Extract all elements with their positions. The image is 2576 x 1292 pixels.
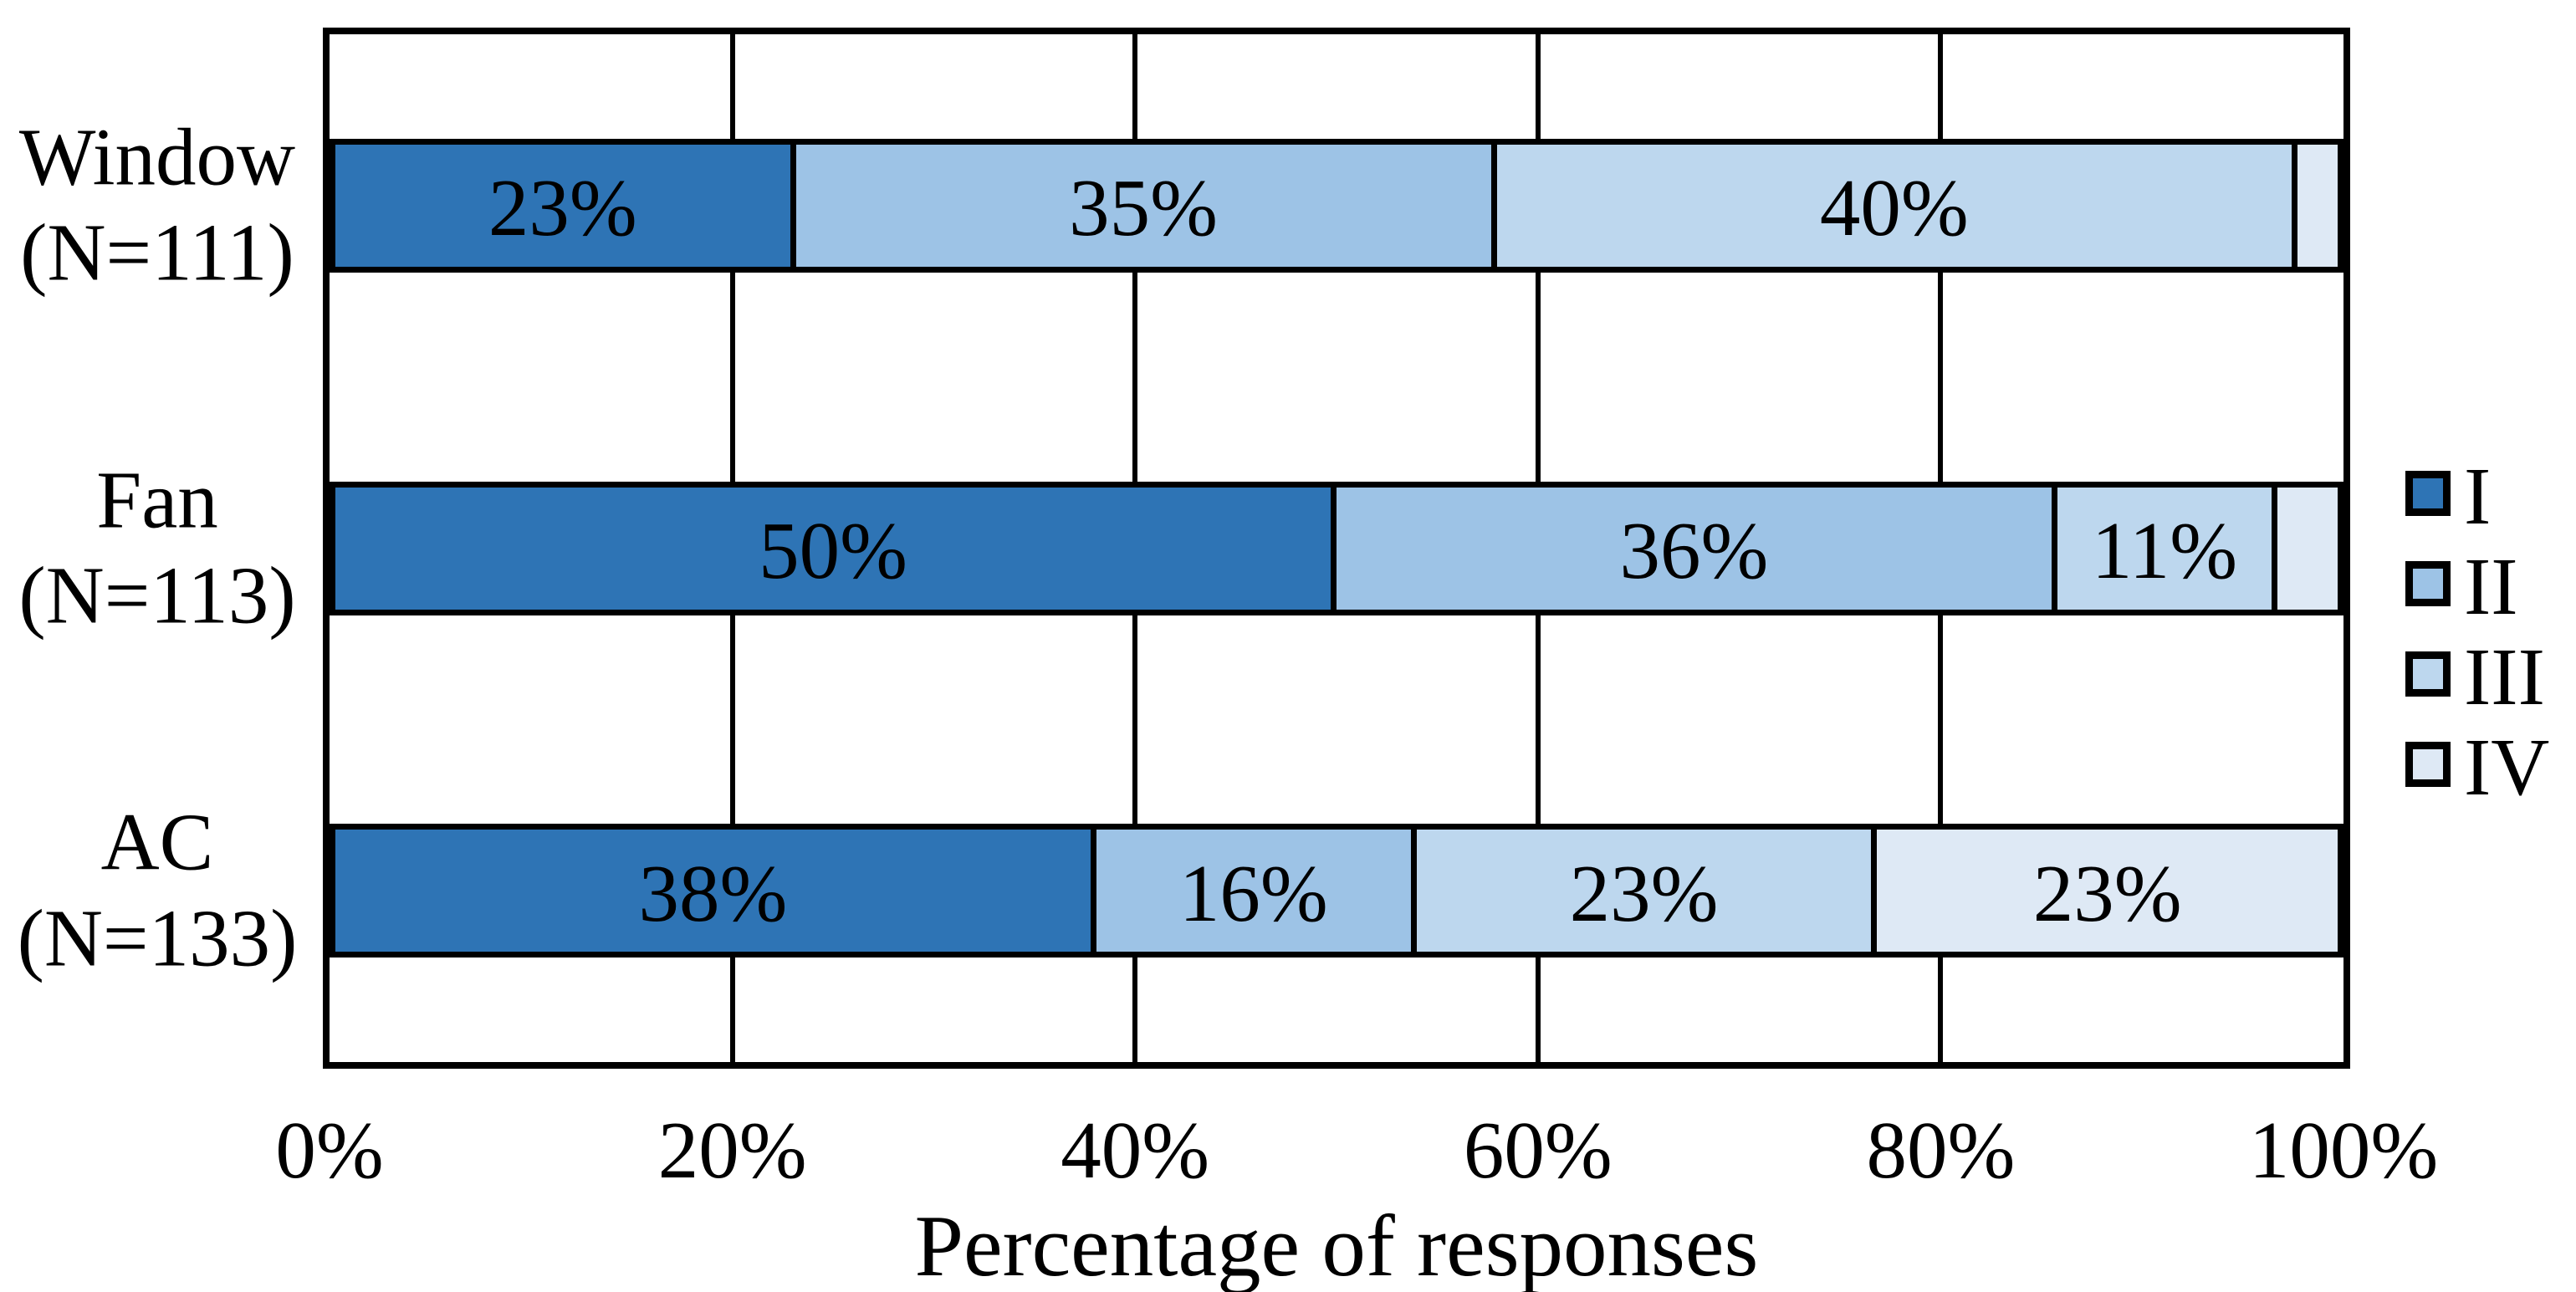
segment-value-label: 11%	[2091, 506, 2238, 595]
bar-segment-window-III: 40%	[1496, 144, 2298, 267]
legend-label: I	[2464, 451, 2492, 541]
legend-item-iii: III	[2405, 629, 2549, 719]
category-label-line: (N=111)	[20, 207, 294, 298]
bar-segment-fan-I: 50%	[335, 487, 1337, 610]
legend-swatch-icon	[2405, 561, 2451, 606]
segment-value-label: 23%	[488, 163, 637, 253]
category-label-line: (N=133)	[17, 893, 298, 983]
segment-value-label: 36%	[1619, 506, 1769, 595]
segment-value-label: 40%	[1819, 163, 1969, 253]
bar-segment-ac-II: 16%	[1096, 830, 1417, 952]
bar-segment-ac-I: 38%	[335, 830, 1096, 952]
x-tick-label-20pct: 20%	[657, 1106, 807, 1195]
category-label-ac: AC (N=133)	[0, 795, 314, 987]
legend-item-iv: IV	[2405, 719, 2549, 809]
legend: I II III IV	[2405, 448, 2549, 809]
category-label-line: (N=113)	[18, 550, 296, 641]
x-axis-title: Percentage of responses	[914, 1197, 1759, 1292]
legend-item-i: I	[2405, 448, 2549, 539]
x-tick-label-80pct: 80%	[1866, 1106, 2016, 1195]
legend-item-ii: II	[2405, 539, 2549, 629]
category-label-line: AC	[100, 797, 214, 887]
bar-segment-ac-IV: 23%	[1877, 830, 2338, 952]
legend-label: II	[2464, 541, 2518, 631]
category-label-line: Fan	[96, 455, 218, 545]
x-tick-label-0pct: 0%	[275, 1106, 384, 1195]
bar-segment-window-II: 35%	[795, 144, 1497, 267]
legend-swatch-icon	[2405, 471, 2451, 516]
bar-segment-window-IV	[2297, 144, 2338, 267]
legend-swatch-icon	[2405, 651, 2451, 697]
segment-value-label: 16%	[1178, 848, 1328, 938]
bar-window: 23% 35% 40%	[330, 138, 2343, 273]
bar-segment-fan-III: 11%	[2057, 487, 2278, 610]
segment-value-label: 23%	[2032, 848, 2182, 938]
segment-value-label: 23%	[1569, 848, 1719, 938]
bar-segment-ac-III: 23%	[1416, 830, 1878, 952]
segment-value-label: 50%	[759, 506, 907, 595]
segment-value-label: 35%	[1069, 163, 1218, 253]
legend-swatch-icon	[2405, 742, 2451, 787]
bar-segment-fan-II: 36%	[1337, 487, 2057, 610]
category-label-window: Window (N=111)	[0, 110, 314, 301]
category-label-line: Window	[18, 112, 296, 202]
segment-value-label: 38%	[638, 848, 788, 938]
category-label-fan: Fan (N=113)	[0, 452, 314, 644]
x-tick-label-60pct: 60%	[1463, 1106, 1613, 1195]
x-axis-tick-labels: 0% 20% 40% 60% 80% 100%	[275, 1102, 2438, 1198]
plot-area: 23% 35% 40% 50% 36% 11% 38% 16% 23% 23%	[323, 28, 2350, 1069]
bar-segment-fan-IV	[2277, 487, 2338, 610]
bar-segment-window-I: 23%	[335, 144, 796, 267]
bar-fan: 50% 36% 11%	[330, 481, 2343, 615]
legend-label: IV	[2464, 722, 2550, 812]
bar-ac: 38% 16% 23% 23%	[330, 824, 2343, 958]
legend-label: III	[2464, 631, 2545, 722]
x-tick-label-40pct: 40%	[1061, 1106, 1210, 1195]
x-tick-label-100pct: 100%	[2248, 1106, 2439, 1195]
